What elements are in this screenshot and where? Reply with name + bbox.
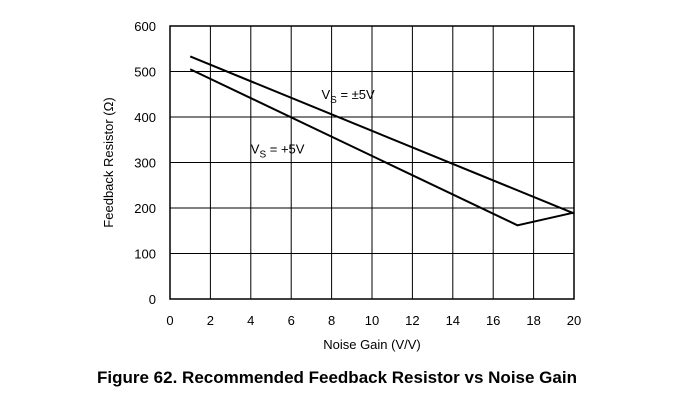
x-axis-label: Noise Gain (V/V): [323, 337, 421, 352]
y-tick-label-600: 600: [134, 19, 156, 34]
x-tick-label-12: 12: [405, 313, 419, 328]
y-axis-label: Feedback Resistor (Ω): [101, 97, 116, 227]
x-tick-label-8: 8: [328, 313, 335, 328]
x-tick-label-0: 0: [166, 313, 173, 328]
plot-border: [169, 25, 575, 300]
y-tick-label-0: 0: [149, 292, 156, 307]
series-line-dual: [189, 55, 575, 215]
x-tick-label-6: 6: [288, 313, 295, 328]
annotations: VS = ±5V VS = +5V: [251, 87, 375, 161]
grid: [169, 25, 575, 300]
x-tick-label-20: 20: [567, 313, 581, 328]
x-tick-label-14: 14: [446, 313, 460, 328]
series-lines: [189, 55, 575, 227]
chart: 0 2 4 6 8 10 12 14 16 18 20 0 100 200 300 400 500 600 VS…: [101, 19, 581, 352]
x-tick-label-2: 2: [207, 313, 214, 328]
annotation-single: VS = +5V: [251, 141, 305, 160]
x-tick-labels: 0 2 4 6 8 10 12 14 16 18 20: [166, 313, 581, 328]
y-tick-labels: 0 100 200 300 400 500 600: [134, 19, 156, 307]
figure-caption: Figure 62. Recommended Feedback Resistor…: [97, 368, 577, 387]
y-tick-label-100: 100: [134, 247, 156, 262]
plot-frame: [169, 25, 575, 300]
y-tick-label-500: 500: [134, 65, 156, 80]
y-tick-label-300: 300: [134, 156, 156, 171]
x-tick-label-4: 4: [247, 313, 254, 328]
series-line-single: [189, 68, 575, 227]
y-tick-label-400: 400: [134, 110, 156, 125]
x-tick-label-10: 10: [365, 313, 379, 328]
x-tick-label-18: 18: [526, 313, 540, 328]
annotation-dual: VS = ±5V: [322, 87, 376, 106]
x-tick-label-16: 16: [486, 313, 500, 328]
y-tick-label-200: 200: [134, 201, 156, 216]
